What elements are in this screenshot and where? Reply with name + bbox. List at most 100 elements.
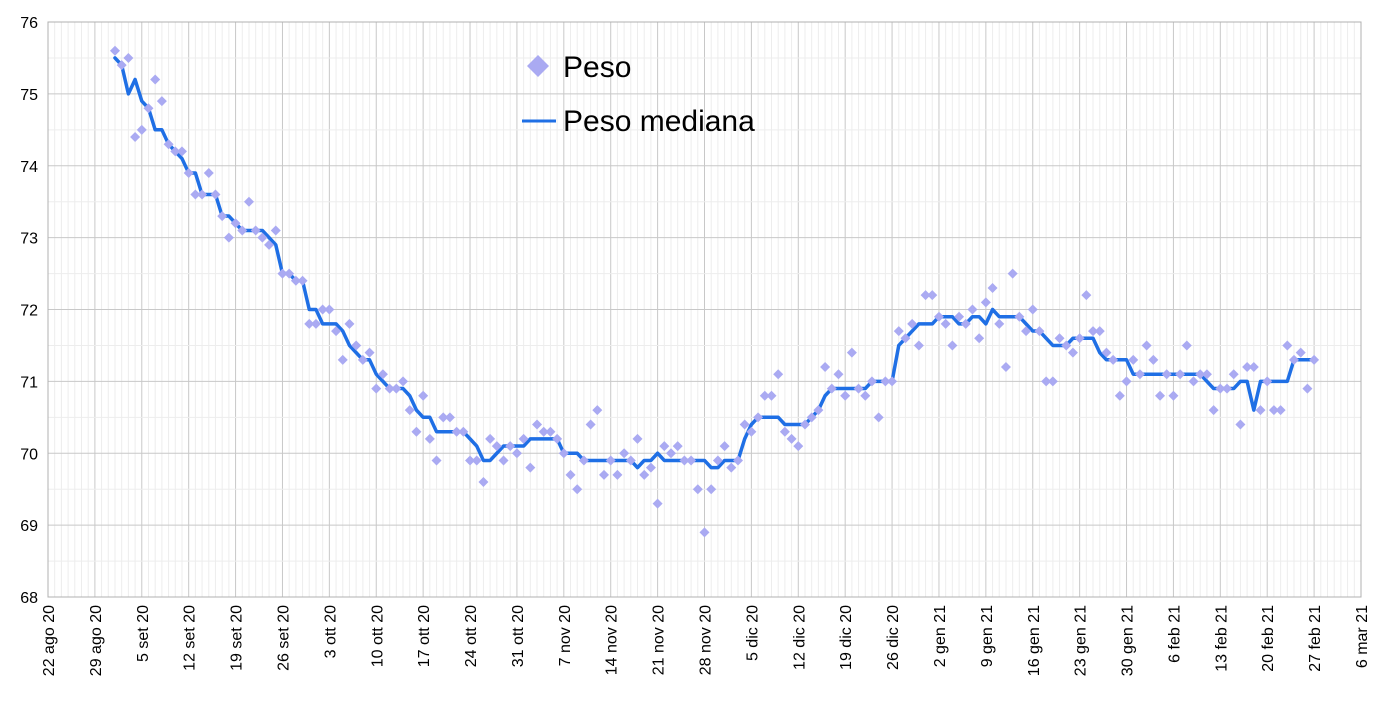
x-tick-label: 29 ago 20: [88, 605, 105, 676]
peso-point: [1148, 354, 1159, 365]
peso-point: [666, 448, 677, 459]
peso-point: [351, 340, 362, 351]
peso-point: [679, 455, 690, 466]
x-tick-label: 17 ott 20: [416, 605, 433, 667]
peso-point: [404, 405, 415, 416]
peso-point: [1195, 369, 1206, 380]
peso-point: [793, 441, 804, 452]
peso-point: [270, 225, 281, 236]
peso-point: [210, 189, 221, 200]
peso-point: [1081, 290, 1092, 301]
x-tick-label: 12 dic 20: [791, 605, 808, 670]
peso-point: [726, 462, 737, 473]
peso-point: [927, 290, 938, 301]
peso-point: [458, 426, 469, 437]
peso-point: [1168, 390, 1179, 401]
series-peso: [109, 45, 1320, 538]
peso-point: [1034, 326, 1045, 337]
y-tick-label: 74: [20, 159, 38, 176]
legend: Peso Peso mediana: [522, 51, 755, 138]
peso-point: [1302, 383, 1313, 394]
x-tick-label: 22 ago 20: [41, 605, 58, 676]
peso-point: [920, 290, 931, 301]
peso-point: [485, 433, 496, 444]
peso-point: [411, 426, 422, 437]
x-tick-label: 31 ott 20: [510, 605, 527, 667]
peso-point: [156, 96, 167, 107]
peso-point: [1007, 268, 1018, 279]
peso-point: [518, 433, 529, 444]
peso-point: [625, 455, 636, 466]
peso-point: [699, 527, 710, 538]
peso-point: [1175, 369, 1186, 380]
peso-point: [257, 232, 268, 243]
peso-point: [324, 304, 335, 315]
x-tick-label: 10 ott 20: [369, 605, 386, 667]
peso-point: [230, 218, 241, 229]
peso-point: [217, 211, 228, 222]
peso-point: [753, 412, 764, 423]
peso-point: [1181, 340, 1192, 351]
peso-point: [1108, 354, 1119, 365]
peso-point: [1027, 304, 1038, 315]
peso-point: [1141, 340, 1152, 351]
peso-point: [1128, 354, 1139, 365]
peso-point: [297, 275, 308, 286]
peso-point: [1242, 362, 1253, 372]
x-tick-label: 3 ott 20: [322, 605, 339, 658]
x-tick-label: 6 mar 21: [1354, 605, 1371, 668]
x-tick-label: 24 ott 20: [463, 605, 480, 667]
peso-point: [592, 405, 603, 416]
peso-point: [779, 426, 790, 437]
peso-point: [940, 318, 951, 329]
peso-point: [250, 225, 261, 236]
peso-point: [364, 347, 375, 358]
peso-point: [612, 469, 623, 480]
peso-point: [116, 60, 127, 71]
peso-point: [243, 196, 254, 207]
peso-point: [223, 232, 234, 243]
peso-point: [391, 383, 402, 394]
peso-point: [418, 390, 429, 401]
peso-point: [1262, 376, 1273, 387]
peso-point: [1215, 383, 1226, 394]
y-axis-tick-labels: 68 69 70 71 72 73 74 75 76: [20, 15, 38, 607]
peso-point: [947, 340, 958, 351]
peso-point: [337, 354, 348, 365]
peso-point: [1021, 326, 1032, 337]
y-tick-label: 68: [20, 590, 38, 607]
peso-point: [176, 146, 187, 157]
peso-point: [1101, 347, 1112, 358]
peso-point: [331, 326, 342, 337]
peso-point: [880, 376, 891, 387]
peso-point: [310, 318, 321, 329]
peso-point: [558, 448, 569, 459]
peso-point: [545, 426, 556, 437]
peso-point: [130, 132, 141, 142]
peso-point: [565, 469, 576, 480]
x-tick-label: 16 gen 21: [1026, 605, 1043, 676]
peso-point: [974, 333, 985, 344]
peso-point: [759, 390, 770, 401]
peso-point: [846, 347, 857, 358]
peso-point: [833, 369, 844, 380]
peso-point: [1061, 340, 1072, 351]
peso-point: [304, 318, 315, 329]
x-tick-label: 26 set 20: [275, 605, 292, 671]
peso-point: [585, 419, 596, 430]
peso-point: [264, 239, 275, 250]
y-tick-label: 69: [20, 518, 38, 535]
peso-point: [572, 484, 583, 495]
peso-point: [451, 426, 462, 437]
y-tick-label: 73: [20, 231, 38, 248]
peso-point: [398, 376, 409, 387]
peso-point: [424, 433, 435, 444]
peso-point: [887, 376, 898, 387]
peso-point: [578, 455, 589, 466]
peso-point: [505, 441, 516, 452]
peso-point: [143, 103, 154, 114]
x-tick-label: 9 gen 21: [979, 605, 996, 667]
x-tick-label: 14 nov 20: [604, 605, 621, 675]
peso-point: [1067, 347, 1078, 358]
x-tick-label: 12 set 20: [182, 605, 199, 671]
